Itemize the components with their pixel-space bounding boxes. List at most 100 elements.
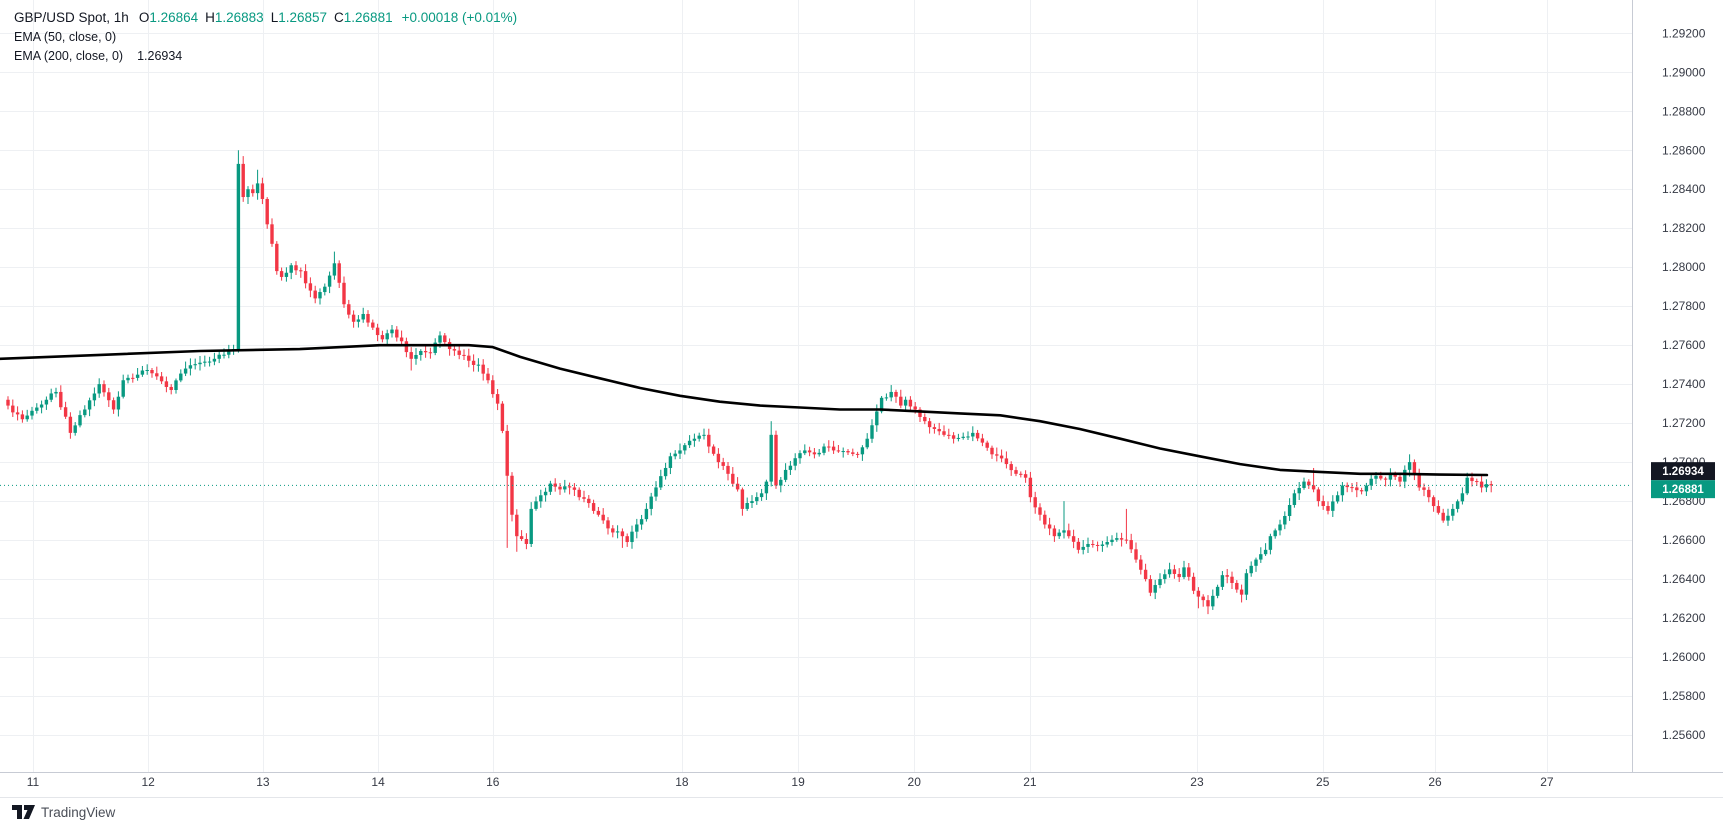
candle xyxy=(683,443,687,455)
svg-text:1.26934: 1.26934 xyxy=(1662,466,1704,478)
candle xyxy=(1187,563,1191,581)
ohlc-open: O1.26864 xyxy=(138,10,199,25)
candle xyxy=(145,364,149,375)
candle xyxy=(817,448,821,457)
candle xyxy=(15,406,20,421)
indicator-ema50-row[interactable]: EMA (50, close, 0) xyxy=(14,30,517,44)
axis-borders xyxy=(0,0,1723,798)
candle xyxy=(97,378,101,398)
candle xyxy=(174,378,178,394)
candle xyxy=(515,509,519,552)
candle xyxy=(999,449,1004,463)
candle xyxy=(990,445,994,459)
candle xyxy=(284,267,289,282)
candle xyxy=(903,396,908,411)
tradingview-logo[interactable]: TradingView xyxy=(12,805,115,820)
candle xyxy=(1067,523,1071,539)
candle xyxy=(1403,465,1407,489)
candle xyxy=(1254,557,1258,572)
candle xyxy=(543,487,548,502)
candle xyxy=(1052,525,1057,542)
candle xyxy=(428,347,433,359)
candle xyxy=(553,478,557,492)
candle xyxy=(375,323,380,342)
candle xyxy=(433,338,437,356)
time-tick-label: 21 xyxy=(1023,775,1037,789)
candle xyxy=(841,447,845,458)
candle xyxy=(188,358,193,376)
candle xyxy=(423,345,428,358)
candle xyxy=(673,450,677,460)
candle xyxy=(20,410,25,423)
candle xyxy=(505,424,509,548)
candle xyxy=(1023,470,1028,483)
candle xyxy=(769,421,773,487)
price-tick-label: 1.26600 xyxy=(1662,533,1706,547)
candle xyxy=(121,374,125,399)
candle xyxy=(1263,543,1268,556)
time-tick-label: 19 xyxy=(791,775,805,789)
candle xyxy=(1158,573,1162,589)
candle xyxy=(606,517,610,535)
candle xyxy=(342,276,346,308)
candle xyxy=(270,218,274,247)
candle xyxy=(217,350,221,364)
candle xyxy=(500,401,505,434)
candle xyxy=(529,502,533,547)
candle xyxy=(1119,532,1124,547)
candle xyxy=(971,426,975,442)
candle xyxy=(1148,575,1153,597)
candle xyxy=(831,440,836,454)
candle xyxy=(1383,476,1388,487)
price-tick-label: 1.27400 xyxy=(1662,377,1706,391)
symbol-title[interactable]: GBP/USD Spot, 1h xyxy=(14,10,129,25)
candle xyxy=(73,422,77,436)
price-axis[interactable]: 1.29200 1.29000 1.28800 1.28600 1.28400 1.282… xyxy=(1662,26,1706,742)
candle xyxy=(596,506,601,517)
candle xyxy=(294,261,298,276)
tradingview-logo-text: TradingView xyxy=(41,805,116,820)
indicator-ema200-row[interactable]: EMA (200, close, 0) 1.26934 xyxy=(14,49,517,63)
price-tick-label: 1.29200 xyxy=(1662,26,1706,40)
candle xyxy=(1278,519,1282,536)
time-axis[interactable]: 11 12 13 14 16 18 19 20 21 23 25 26 27 xyxy=(27,775,1554,789)
candle xyxy=(399,330,404,345)
time-tick-label: 27 xyxy=(1540,775,1554,789)
ema200-line[interactable] xyxy=(0,343,1489,477)
candle xyxy=(404,337,409,358)
candle xyxy=(591,499,596,514)
candle xyxy=(462,349,466,361)
candle xyxy=(1355,481,1359,498)
candle xyxy=(855,451,860,458)
candle xyxy=(1283,511,1287,530)
candle xyxy=(1345,482,1349,493)
symbol-row[interactable]: GBP/USD Spot, 1h O1.26864 H1.26883 L1.26… xyxy=(14,10,517,25)
candle xyxy=(1455,499,1460,513)
candle xyxy=(1364,482,1369,496)
candle xyxy=(601,508,605,524)
candle xyxy=(457,345,461,360)
candle xyxy=(884,393,889,401)
ohlc-low: L1.26857 xyxy=(270,10,328,25)
candle xyxy=(654,481,658,501)
candle xyxy=(1095,541,1100,552)
candle xyxy=(452,345,457,356)
candle xyxy=(289,263,293,280)
candle xyxy=(131,373,135,383)
candle xyxy=(548,480,553,495)
candle xyxy=(1431,495,1436,512)
candle xyxy=(1009,461,1013,476)
candle xyxy=(323,283,327,296)
candle xyxy=(1047,517,1052,536)
candle xyxy=(1091,539,1095,548)
candle xyxy=(361,307,365,323)
candle xyxy=(140,365,145,377)
candle xyxy=(1230,571,1234,590)
candle xyxy=(951,432,956,444)
indicator-ema50-label: EMA (50, close, 0) xyxy=(14,30,117,44)
candle xyxy=(582,490,586,503)
price-tick-label: 1.28400 xyxy=(1662,182,1706,196)
candle xyxy=(774,430,778,489)
candle xyxy=(313,285,317,304)
